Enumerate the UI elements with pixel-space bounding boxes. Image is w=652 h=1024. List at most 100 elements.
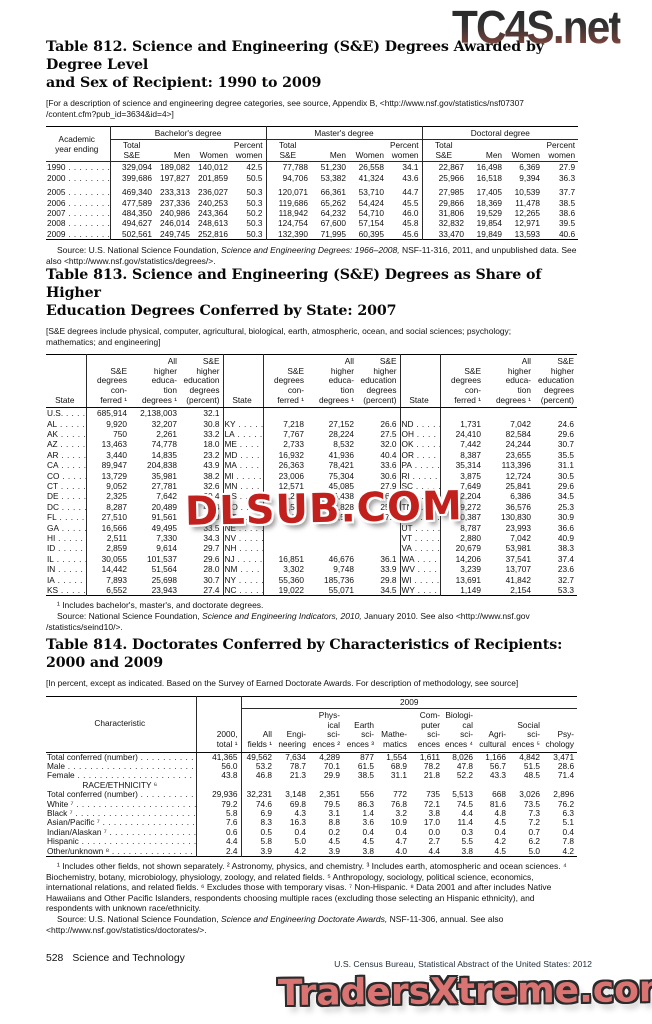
source-italic: Science and Engineering Degrees: 1966–20… bbox=[220, 245, 400, 256]
value-cell: 41,842 bbox=[505, 574, 531, 585]
state-label: TN bbox=[400, 501, 441, 513]
state-label: NH bbox=[223, 543, 264, 554]
state-label: TX bbox=[400, 512, 441, 523]
label-text: MN bbox=[224, 481, 238, 491]
value-cell: 4.5 bbox=[328, 837, 340, 847]
value-cell: 61.5 bbox=[357, 761, 374, 771]
value-cell: 233,313 bbox=[160, 187, 190, 198]
dot-leader bbox=[59, 491, 85, 501]
state-label: OH bbox=[400, 428, 441, 440]
dot-leader bbox=[65, 218, 109, 228]
section-table-814: Table 814. Doctorates Conferred by Chara… bbox=[46, 636, 578, 935]
label-text: UT bbox=[401, 522, 413, 533]
value-cell: 19,529 bbox=[476, 208, 503, 218]
value-cell: 0.2 bbox=[328, 827, 340, 837]
dot-leader bbox=[65, 762, 195, 771]
value-cell: 45.8 bbox=[387, 218, 423, 229]
label-text: TX bbox=[401, 512, 413, 523]
value-cell: 30.6 bbox=[357, 470, 401, 481]
characteristic-label: Total conferred (number) bbox=[46, 790, 197, 800]
value-cell: 36.1 bbox=[357, 553, 401, 565]
label-text: NH bbox=[224, 543, 237, 554]
value-cell: 4,842 bbox=[519, 752, 540, 762]
state-label: ID bbox=[46, 543, 87, 554]
empty-cell bbox=[263, 408, 307, 419]
dot-leader bbox=[107, 828, 195, 837]
label-text: WI bbox=[401, 574, 412, 585]
year-label: 2005 bbox=[46, 183, 111, 198]
dot-leader bbox=[234, 471, 262, 481]
value-cell: 12,724 bbox=[505, 470, 531, 481]
label-text: 2008 bbox=[47, 218, 66, 229]
empty-cell bbox=[443, 781, 476, 790]
empty-cell bbox=[241, 781, 275, 790]
value-cell: 14,442 bbox=[101, 564, 127, 575]
label-text: Male bbox=[47, 761, 65, 771]
value-cell: 44.7 bbox=[387, 183, 423, 198]
title-line: Education Degrees Conferred by State: 20… bbox=[46, 303, 397, 319]
value-cell: 43.8 bbox=[196, 771, 242, 781]
state-label: WI bbox=[400, 574, 441, 586]
value-cell: 16.3 bbox=[289, 818, 306, 828]
value-cell: 37.7 bbox=[558, 187, 576, 198]
value-cell: 2,138,003 bbox=[140, 408, 177, 419]
source-text: Source: National Science Foundation, bbox=[57, 611, 203, 622]
value-cell: 79.5 bbox=[323, 799, 340, 809]
value-cell: 20,679 bbox=[455, 543, 481, 554]
dot-leader bbox=[413, 502, 439, 512]
empty-cell bbox=[476, 781, 509, 790]
value-cell: 29.6 bbox=[557, 481, 574, 491]
dot-leader bbox=[238, 502, 262, 512]
value-cell: 12,265 bbox=[514, 208, 541, 218]
column-header: Percent women bbox=[387, 139, 423, 163]
value-cell: 27.9 bbox=[357, 481, 401, 492]
value-cell: 53,981 bbox=[505, 543, 531, 554]
empty-cell bbox=[223, 407, 264, 419]
header-row: Characteristic 2000, total ¹ 2009 bbox=[46, 696, 578, 753]
dot-leader bbox=[415, 564, 439, 574]
value-cell: 30.4 bbox=[180, 491, 224, 502]
state-label: U.S. bbox=[46, 407, 87, 419]
value-cell: 25.3 bbox=[557, 501, 574, 512]
state-label: IA bbox=[46, 574, 87, 586]
value-cell: 48.5 bbox=[523, 771, 540, 781]
year-label: 2009 bbox=[46, 228, 111, 240]
value-cell: 1,149 bbox=[460, 585, 481, 596]
value-cell: 22,867 bbox=[438, 162, 465, 173]
value-cell: 3.8 bbox=[428, 809, 440, 818]
label-text: ND bbox=[401, 418, 414, 429]
dot-leader bbox=[414, 450, 439, 460]
value-cell: 18.0 bbox=[180, 439, 224, 450]
value-cell: 0.4 bbox=[362, 827, 374, 837]
value-cell: 51,230 bbox=[320, 162, 346, 173]
characteristic-label: Indian/Alaskan ⁷ bbox=[46, 827, 197, 838]
dot-leader bbox=[237, 564, 262, 574]
value-cell: 56.0 bbox=[196, 761, 242, 772]
value-cell: 33,470 bbox=[438, 228, 465, 239]
header-row: All fields ¹ Engi- neering Phys- ical sci-… bbox=[46, 708, 578, 753]
value-cell: 82,584 bbox=[505, 428, 531, 439]
value-cell: 33.5 bbox=[180, 522, 224, 534]
column-header-academic-year: Academic year ending bbox=[46, 126, 111, 163]
table-813-note: [S&E degrees include physical, computer,… bbox=[46, 326, 512, 347]
state-label: AL bbox=[46, 418, 87, 429]
column-header-2000-total: 2000, total ¹ bbox=[196, 696, 242, 753]
value-cell: 6.2 bbox=[528, 837, 540, 847]
value-cell: 89,947 bbox=[101, 460, 127, 471]
dot-leader bbox=[236, 523, 262, 533]
value-cell: 53.2 bbox=[255, 761, 272, 771]
state-label: OR bbox=[400, 449, 441, 461]
empty-cell bbox=[534, 408, 577, 419]
dot-leader bbox=[412, 512, 439, 522]
value-cell: 27.5 bbox=[357, 428, 401, 440]
column-header: Com- puter sci- ences bbox=[410, 708, 443, 753]
value-cell: 34.3 bbox=[180, 533, 224, 544]
value-cell: 4,294 bbox=[283, 491, 304, 502]
value-cell: 46.0 bbox=[387, 208, 423, 219]
value-cell: 1.4 bbox=[362, 809, 374, 818]
